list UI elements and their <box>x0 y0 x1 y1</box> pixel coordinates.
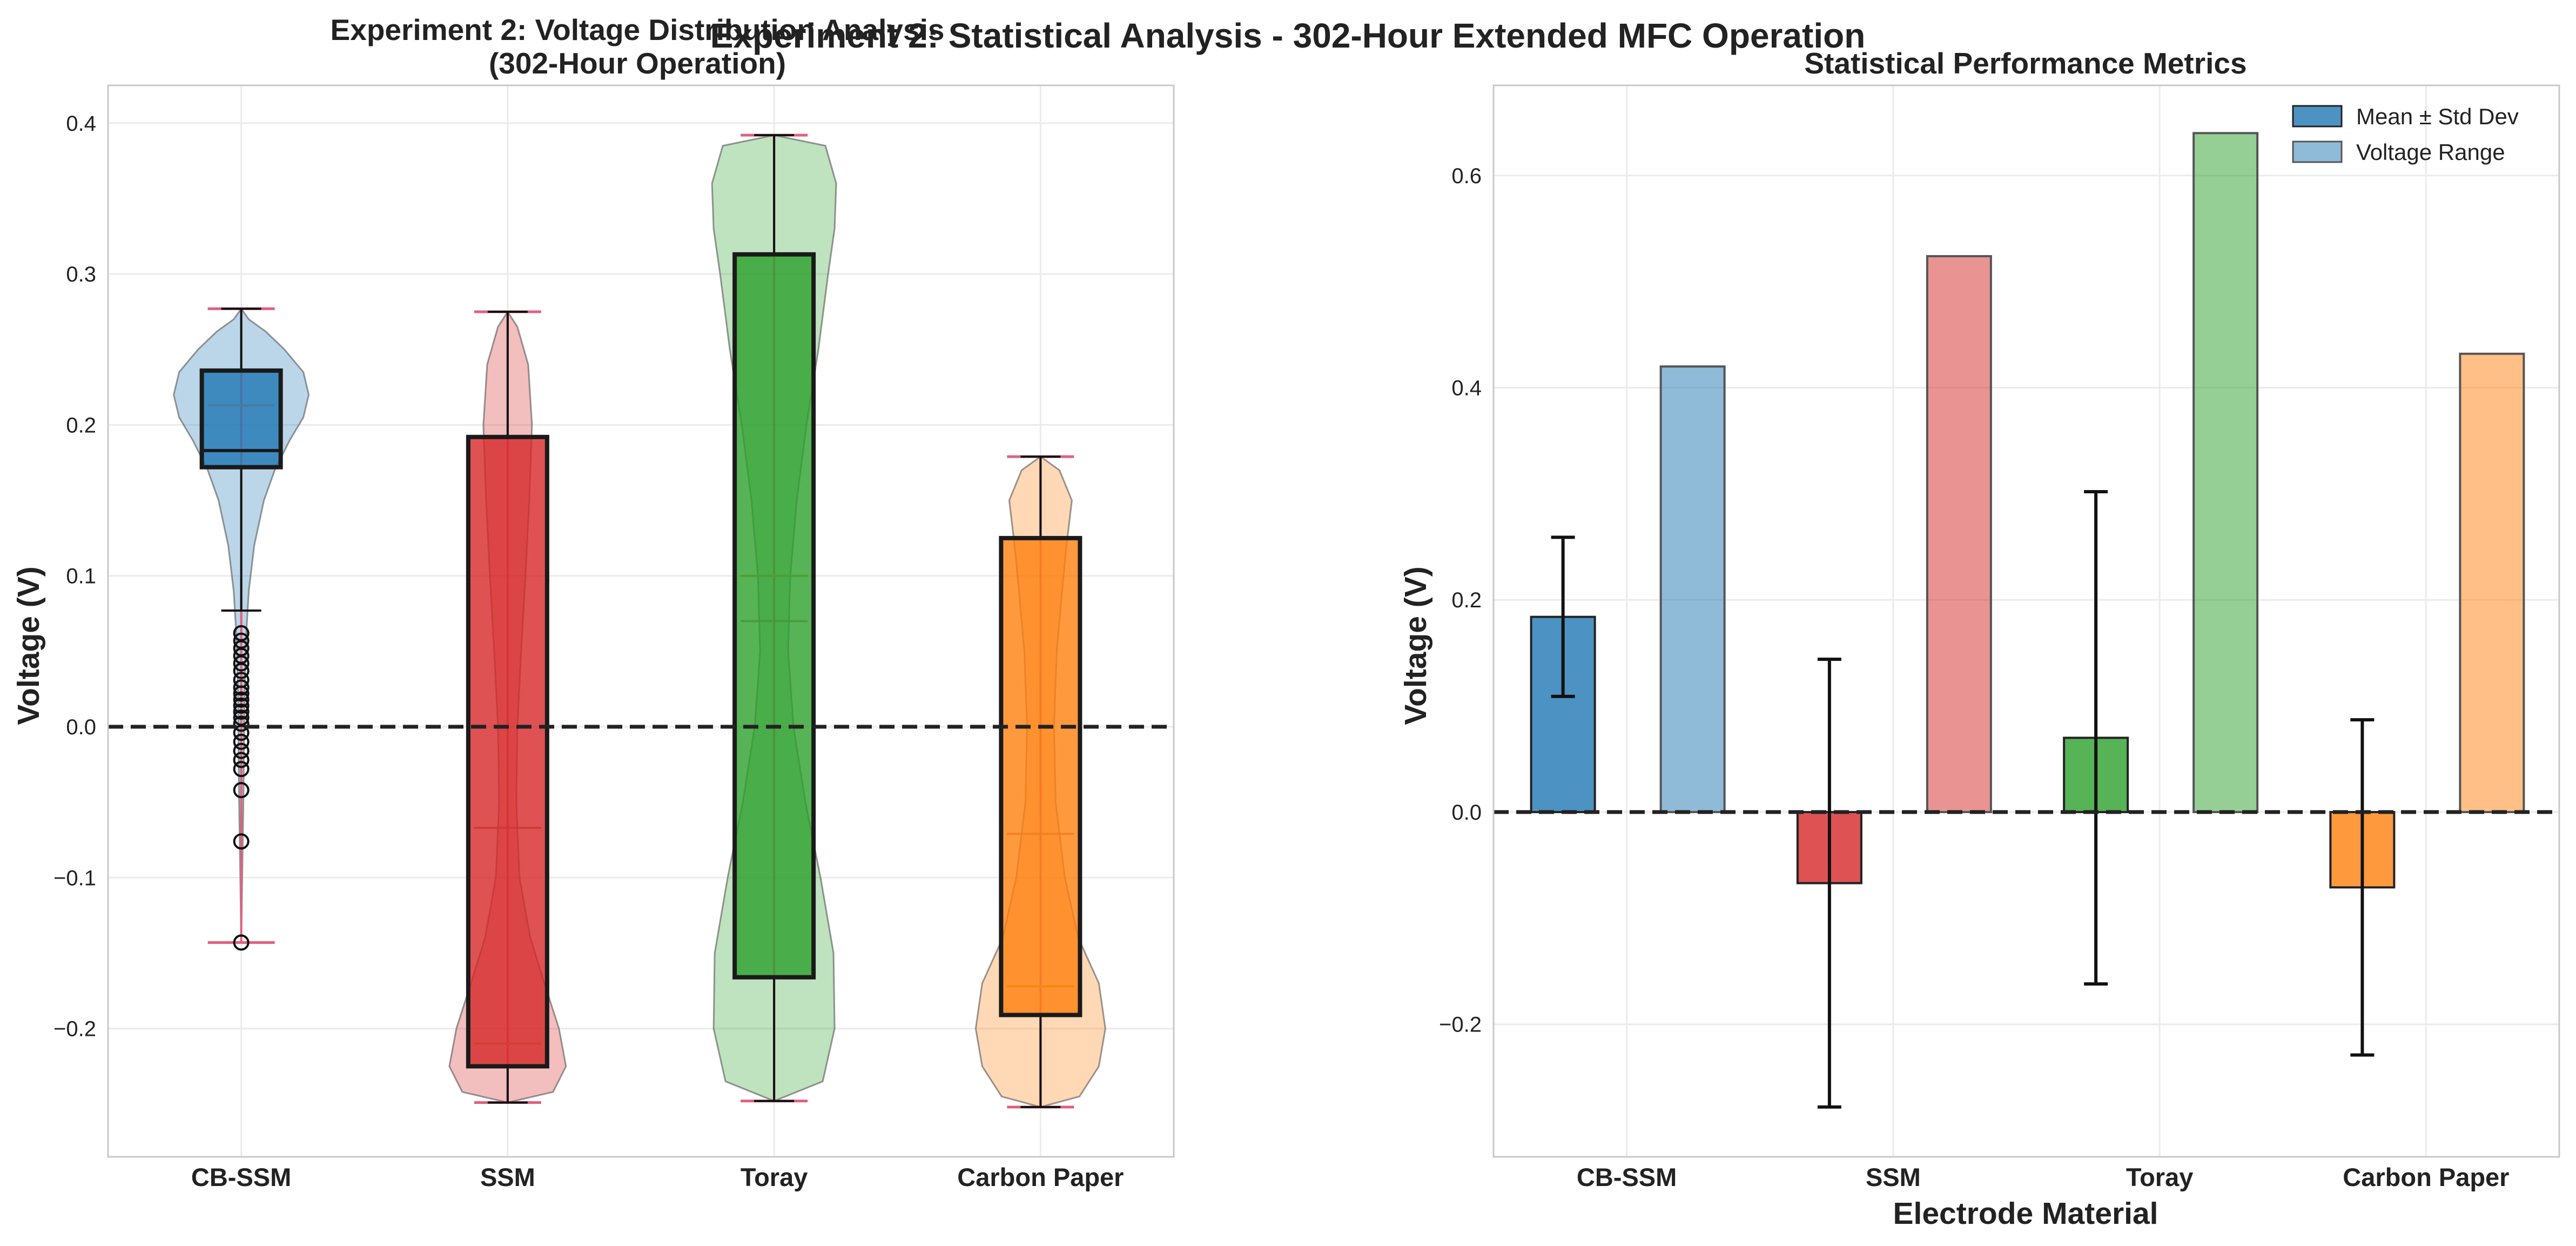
bar-plot-frame <box>1492 84 2560 1158</box>
legend-label-range: Voltage Range <box>2356 139 2505 165</box>
y-tick-label: −0.2 <box>1439 1013 1482 1037</box>
violin-y-axis-label: Voltage (V) <box>11 566 46 725</box>
x-tick-label-toray: Toray <box>2126 1163 2194 1191</box>
y-tick-label: 0.0 <box>1451 801 1482 825</box>
bar-panel: −0.2 0.0 0.2 0.4 0.6 CB-SSM SSM Toray Carbon Pa… <box>1398 46 2560 1231</box>
x-tick-label-cb-ssm: CB-SSM <box>191 1163 291 1191</box>
outlier-point <box>233 725 250 741</box>
violin-title-line-1: Experiment 2: Voltage Distribution Analy… <box>331 13 945 46</box>
x-tick-label-ssm: SSM <box>480 1163 535 1191</box>
bar-grid <box>1494 85 2559 1157</box>
outlier-point <box>233 782 250 799</box>
x-tick-label-cb-ssm: CB-SSM <box>1577 1163 1677 1191</box>
violin-title-line-2: (302-Hour Operation) <box>489 46 786 80</box>
box-cb-ssm <box>199 368 283 470</box>
bar-x-axis-label: Electrode Material <box>1893 1196 2158 1231</box>
bar-x-ticks: CB-SSM SSM Toray Carbon Paper <box>1577 1163 2510 1191</box>
bar-range-carbon-paper <box>2459 352 2525 813</box>
bars <box>1530 132 2525 889</box>
outlier-point <box>233 934 250 951</box>
outlier-point <box>233 662 250 679</box>
outlier-point <box>233 691 250 708</box>
violin-y-ticks: −0.2 −0.1 0.0 0.1 0.2 0.3 0.4 <box>53 112 96 1041</box>
bar-y-ticks: −0.2 0.0 0.2 0.4 0.6 <box>1439 164 1482 1037</box>
bar-range-toray <box>2192 132 2259 813</box>
bar-range-cb-ssm <box>1659 365 1726 813</box>
outlier-point <box>233 715 250 732</box>
y-tick-label: −0.2 <box>53 1017 96 1041</box>
outlier-point <box>233 685 250 702</box>
box-toray <box>732 252 816 980</box>
y-tick-label: 0.2 <box>1451 588 1482 612</box>
violin-x-ticks: CB-SSM SSM Toray Carbon Paper <box>191 1163 1124 1191</box>
violin-plot-frame <box>107 84 1175 1158</box>
y-tick-label: 0.6 <box>1451 164 1482 188</box>
legend: Mean ± Std Dev Voltage Range <box>2292 104 2519 165</box>
violins <box>173 133 1106 1109</box>
violin-panel: −0.2 −0.1 0.0 0.1 0.2 0.3 0.4 CB-SSM SSM Toray Ca… <box>11 13 1175 1191</box>
outlier-point <box>233 742 250 759</box>
bar-y-axis-label: Voltage (V) <box>1398 566 1433 725</box>
outlier-point <box>233 679 250 696</box>
x-tick-label-ssm: SSM <box>1866 1163 1921 1191</box>
y-tick-label: −0.1 <box>53 866 96 890</box>
box-carbon-paper <box>999 535 1082 1017</box>
x-tick-label-toray: Toray <box>741 1163 808 1191</box>
error-bars <box>1551 490 2375 1109</box>
figure-title: Experiment 2: Statistical Analysis - 302… <box>710 16 1866 55</box>
x-tick-label-carbon-paper: Carbon Paper <box>2343 1163 2509 1191</box>
outlier-point <box>233 833 250 850</box>
bar-title: Statistical Performance Metrics <box>1804 46 2247 80</box>
legend-label-mean-std: Mean ± Std Dev <box>2356 104 2519 129</box>
boxplots <box>199 134 1082 1108</box>
y-tick-label: 0.3 <box>66 263 96 286</box>
y-tick-label: 0.1 <box>66 565 96 588</box>
outlier-point <box>233 761 250 778</box>
outlier-point <box>233 752 250 768</box>
legend-swatch-mean-std <box>2292 105 2343 128</box>
bar-range-ssm <box>1926 255 1992 813</box>
box-ssm <box>466 434 549 1069</box>
outlier-point <box>233 697 250 714</box>
y-tick-label: 0.4 <box>66 112 96 136</box>
y-tick-label: 0.4 <box>1451 377 1482 400</box>
y-tick-label: 0.2 <box>66 413 96 437</box>
outlier-point <box>233 704 250 720</box>
y-tick-label: 0.0 <box>66 715 96 739</box>
outlier-point <box>233 733 250 750</box>
outlier-point <box>233 655 250 672</box>
legend-swatch-range <box>2292 140 2343 163</box>
x-tick-label-carbon-paper: Carbon Paper <box>957 1163 1124 1191</box>
